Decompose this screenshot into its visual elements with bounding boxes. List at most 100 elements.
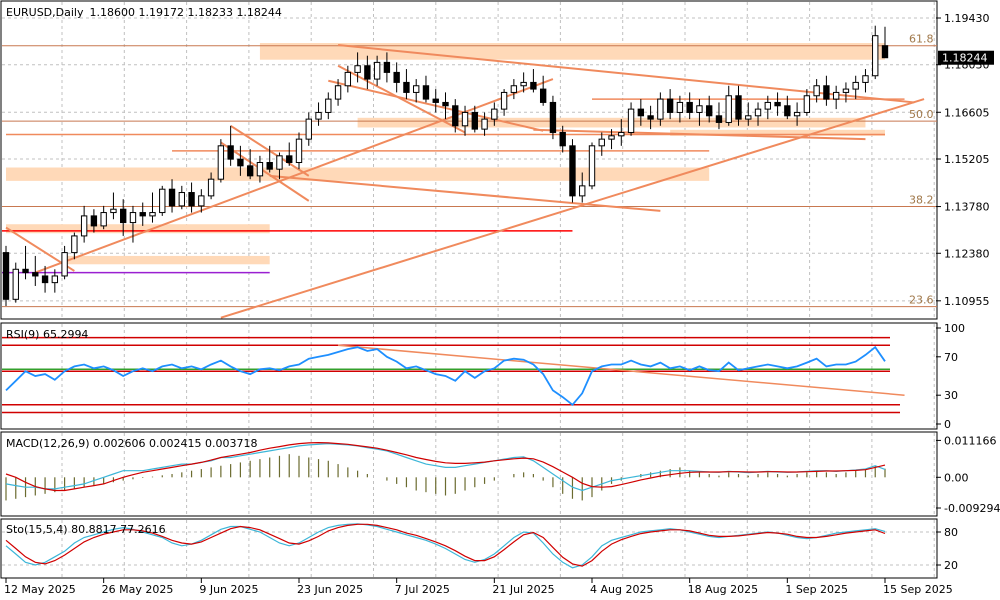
trend-line [220, 98, 925, 319]
candle-bear [32, 272, 39, 277]
candle-bear [569, 145, 576, 197]
candle-bull [618, 131, 625, 137]
candle-bull [598, 138, 605, 147]
candle-bull [129, 212, 137, 224]
candle-bull [276, 155, 283, 170]
date-tick-label: 4 Aug 2025 [590, 583, 653, 596]
candle-bear [41, 275, 49, 284]
stochastic-title: Sto(15,5,4) 80.8817 77.2616 [6, 523, 166, 536]
candle-bull [803, 95, 811, 113]
candle-bear [393, 71, 400, 83]
trend-line [269, 174, 661, 212]
candle-bear [422, 85, 430, 100]
candle-bear [686, 101, 693, 113]
candle-bull [159, 188, 166, 214]
macd-pane: 0.011166 0.00 -0.009294 [5, 434, 1000, 515]
candle-bear [823, 85, 830, 100]
price-zone [259, 43, 885, 60]
date-tick-label: 18 Aug 2025 [688, 583, 758, 596]
candle-bear [432, 98, 439, 103]
sto-signal-line [5, 523, 886, 567]
rsi-tick-label: 0 [944, 418, 951, 431]
candle-bull [217, 145, 225, 180]
candle-bull [764, 101, 771, 110]
chart-title: EURUSD,Daily 1.18600 1.19172 1.18233 1.18… [6, 6, 282, 19]
candle-bear [227, 145, 234, 160]
candle-bull [461, 111, 469, 127]
rsi-trend-line [338, 344, 905, 396]
candle-bull [481, 118, 488, 130]
trend-line [337, 64, 466, 134]
horizontal-levels [2, 45, 937, 308]
candle-bear [188, 192, 195, 207]
price-zone [6, 224, 270, 234]
price-zone [64, 255, 270, 265]
candle-bear [286, 155, 293, 164]
current-price-tag: 1.18244 [938, 50, 994, 65]
candle-bear [168, 188, 176, 207]
candle-bull [579, 185, 586, 197]
candle-bull [491, 108, 498, 120]
candle-bull [178, 192, 185, 207]
candle-bull [588, 145, 596, 187]
candle-bear [735, 95, 742, 120]
candle-bull [510, 85, 518, 93]
price-zone [670, 129, 885, 136]
price-zone [357, 117, 866, 128]
candle-bear [539, 88, 547, 103]
supply-demand-zones [6, 43, 885, 265]
trend-line [34, 78, 554, 274]
price-tick-label: 1.10955 [944, 295, 990, 308]
candle-bull [745, 115, 752, 120]
candle-bull [520, 81, 527, 87]
rsi-title: RSI(9) 65.2994 [6, 328, 88, 341]
candle-bull [207, 178, 215, 197]
sto-tick-label: 80 [944, 526, 958, 539]
candle-bear [549, 101, 557, 133]
date-tick-label: 15 Sep 2025 [883, 583, 953, 596]
candle-bear [647, 115, 654, 120]
candle-bull [754, 108, 762, 117]
candle-bear [471, 111, 478, 130]
candle-bull [657, 98, 664, 120]
trend-line [220, 141, 310, 202]
macd-tick-label: 0.011166 [944, 434, 997, 447]
date-tick-label: 21 Jul 2025 [492, 583, 554, 596]
macd-tick-label: -0.009294 [944, 502, 1000, 515]
price-tick-label: 1.19430 [944, 12, 990, 25]
date-tick-label: 7 Jul 2025 [395, 583, 450, 596]
candle-bull [676, 101, 684, 113]
date-tick-label: 1 Sep 2025 [785, 583, 848, 596]
price-axis: 1.194301.180301.166051.152051.137801.123… [936, 12, 990, 308]
candle-bear [403, 81, 410, 93]
rsi-tick-label: 70 [944, 351, 958, 364]
candle-bull [793, 111, 801, 117]
date-axis: 12 May 2025 26 May 2025 9 Jun 2025 23 Jun 2… [4, 578, 953, 596]
candle-bull [872, 35, 879, 77]
candle-bear [364, 65, 371, 80]
candle-bear [666, 98, 674, 113]
macd-signal-line [5, 441, 886, 492]
candle-bull [12, 268, 19, 300]
candle-bull [334, 85, 342, 100]
candle-bull [354, 65, 361, 73]
candle-bear [22, 268, 29, 274]
candle-bull [305, 118, 312, 140]
fibonacci-labels: 61.8 50.0 38.2 23.6 [909, 33, 934, 307]
candlestick-series [2, 25, 889, 306]
candle-bear [266, 162, 273, 170]
candle-bull [852, 81, 859, 90]
candle-bear [237, 158, 244, 167]
price-tick-label: 1.13780 [944, 201, 990, 214]
candle-bear [881, 45, 889, 59]
candle-bull [627, 108, 635, 133]
rsi-tick-label: 100 [944, 322, 965, 335]
candle-bull [80, 215, 88, 237]
candle-bear [774, 101, 781, 107]
candle-bull [198, 195, 205, 207]
candle-bear [2, 252, 10, 300]
date-tick-label: 12 May 2025 [4, 583, 76, 596]
candle-bear [715, 115, 723, 123]
